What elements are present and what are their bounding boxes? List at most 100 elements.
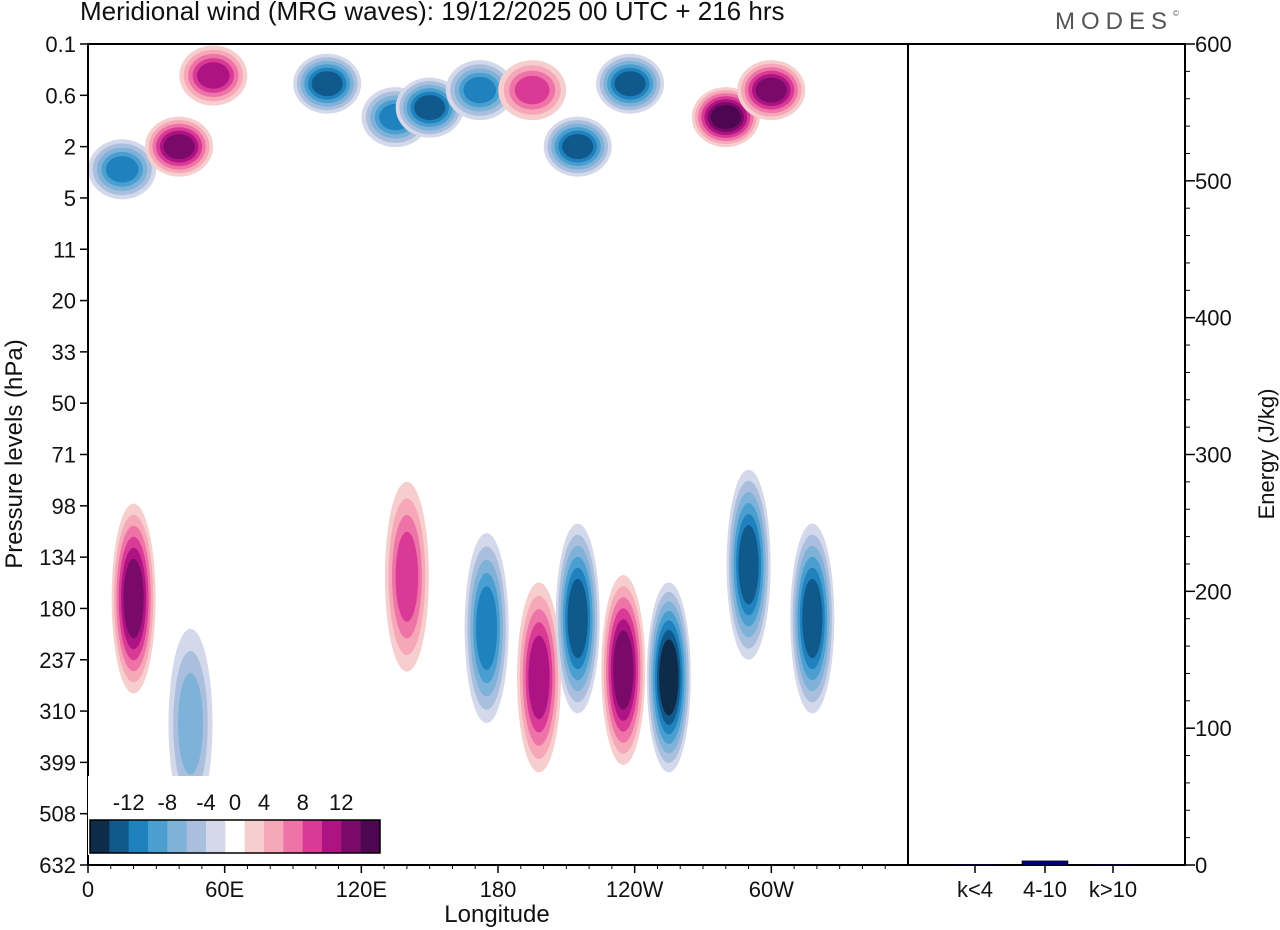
contour-cell-0 <box>88 139 157 200</box>
brand-text: MODES <box>1055 8 1174 35</box>
colorbar-swatch <box>109 820 130 853</box>
contour-cell-5 <box>395 77 464 138</box>
y-tick-label: 71 <box>52 443 76 468</box>
contour-cell-15 <box>464 533 509 724</box>
y-tick-label: 50 <box>52 391 76 416</box>
x-tick-label: 180 <box>480 877 517 902</box>
contour-cell-3 <box>179 45 248 106</box>
contour-band <box>755 77 787 103</box>
colorbar-label: -12 <box>113 790 145 815</box>
contour-band <box>178 673 203 775</box>
contour-band <box>802 578 823 659</box>
contour-cell-20 <box>726 469 771 660</box>
colorbar-swatch <box>225 820 246 853</box>
contour-band <box>659 639 679 716</box>
y-tick-label: 11 <box>53 237 76 262</box>
energy-category-label: 4-10 <box>1023 877 1067 902</box>
y-tick-label: 508 <box>39 802 76 827</box>
colorbar-label: 0 <box>229 790 241 815</box>
y-tick-label: 310 <box>39 699 76 724</box>
contour-band <box>163 134 195 160</box>
colorbar: -12 -8 -4 0 4 8 12 <box>88 776 382 855</box>
x-axis-label: Longitude <box>444 901 549 928</box>
colorbar-swatch <box>128 820 149 853</box>
contour-band <box>105 156 139 183</box>
y-tick-label: 134 <box>39 545 76 570</box>
x-tick-label: 60E <box>205 877 244 902</box>
y-tick-label: 20 <box>52 289 76 314</box>
contour-band <box>738 525 759 605</box>
energy-tick-label: 500 <box>1195 169 1232 194</box>
colorbar-swatch <box>360 820 381 853</box>
contour-band <box>567 578 588 659</box>
energy-category-label: k<4 <box>957 877 993 902</box>
contour-band <box>414 95 446 121</box>
energy-tick-label: 300 <box>1195 443 1232 468</box>
colorbar-swatch <box>206 820 226 853</box>
contour-band <box>562 134 594 160</box>
y-tick-label: 632 <box>39 853 76 878</box>
brand-mark: © <box>1173 9 1179 18</box>
energy-tick-label: 400 <box>1195 306 1232 331</box>
contour-cell-7 <box>498 60 567 121</box>
colorbar-label: 4 <box>258 790 270 815</box>
contour-band <box>197 62 230 89</box>
contour-band <box>614 71 646 97</box>
contour-cell-21 <box>790 523 835 714</box>
contour-band <box>123 558 144 639</box>
contour-band <box>463 76 497 104</box>
chart-title: Meridional wind (MRG waves): 19/12/2025 … <box>80 0 785 26</box>
colorbar-swatch <box>264 820 284 853</box>
contour-cell-16 <box>517 582 561 773</box>
colorbar-swatch <box>167 820 188 853</box>
contour-cell-1 <box>145 116 214 177</box>
axes: 0.1 0.6 2 5 11 20 33 50 71 98 134 180 237 310 399 508 63… <box>39 32 1231 902</box>
colorbar-label: 8 <box>297 790 309 815</box>
colorbar-label: -8 <box>158 790 178 815</box>
x-tick-label: 120W <box>606 877 664 902</box>
contour-cell-13 <box>168 628 213 819</box>
energy-tick-label: 100 <box>1195 716 1232 741</box>
energy-bars: k<4 4-10 k>10 <box>954 860 1137 902</box>
y-tick-label: 98 <box>52 494 76 519</box>
contour-cell-2 <box>293 53 362 114</box>
energy-tick-label: 200 <box>1195 579 1232 604</box>
colorbar-swatch <box>186 820 207 853</box>
x-tick-label: 0 <box>82 877 94 902</box>
contour-cell-12 <box>111 503 156 694</box>
contour-cell-19 <box>646 582 691 773</box>
colorbar-swatch <box>283 820 304 853</box>
energy-plot-frame <box>907 43 1186 866</box>
colorbar-swatch <box>322 820 342 853</box>
energy-tick-label: 0 <box>1195 853 1207 878</box>
contour-cell-18 <box>601 575 646 765</box>
energy-axis-label: Energy (J/kg) <box>1254 389 1279 520</box>
contour-cell-17 <box>555 523 600 714</box>
colorbar-swatch <box>244 820 265 853</box>
contour-band <box>710 105 741 130</box>
contour-band <box>613 630 634 710</box>
colorbar-swatch <box>148 820 168 853</box>
colorbar-swatch <box>90 820 110 853</box>
colorbar-label: 12 <box>329 790 353 815</box>
colorbar-label: -4 <box>196 790 216 815</box>
contour-cell-6 <box>445 60 514 121</box>
energy-bar-4-10 <box>1021 860 1069 866</box>
contour-cell-11 <box>737 60 806 121</box>
contour-cell-14 <box>384 481 429 672</box>
y-tick-label: 2 <box>64 135 76 160</box>
brand-logo: MODES© <box>1055 8 1179 36</box>
colorbar-frame <box>89 819 381 854</box>
contour-cell-9 <box>596 53 665 114</box>
y-tick-label: 180 <box>39 596 76 621</box>
y-axis-label: Pressure levels (hPa) <box>1 339 28 568</box>
y-tick-label: 33 <box>52 340 76 365</box>
x-tick-label: 60W <box>749 877 794 902</box>
contour-band <box>476 586 498 670</box>
y-tick-label: 0.6 <box>45 83 76 108</box>
heatmap-field <box>88 45 835 819</box>
energy-tick-label: 600 <box>1195 32 1232 57</box>
colorbar-swatch <box>302 820 323 853</box>
y-tick-label: 0.1 <box>45 32 76 57</box>
